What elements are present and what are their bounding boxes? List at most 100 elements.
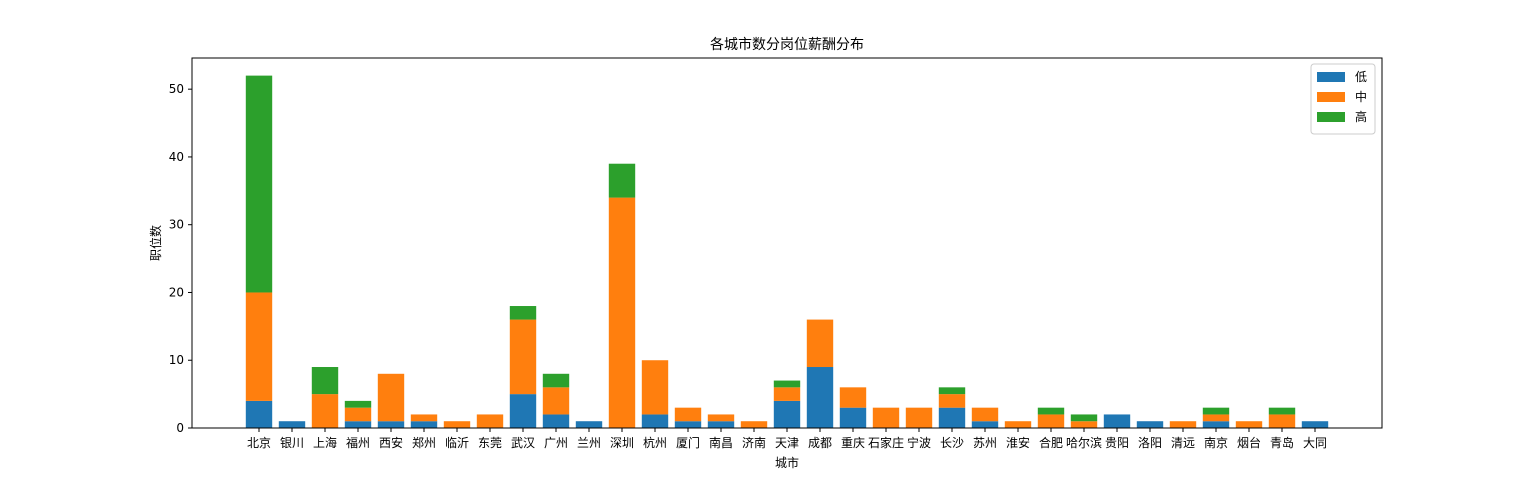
x-tick-label: 南昌 <box>709 435 733 450</box>
bar-高-南京 <box>1202 407 1230 415</box>
x-axis: 北京 银川 上海 福州 西安 郑州 临沂 东莞 武汉 广州 兰州 深圳 杭州 厦门 南昌 济南 天津 成都 重庆 石家… <box>247 428 1327 450</box>
legend-label-高: 高 <box>1355 109 1367 124</box>
bar-高-合肥 <box>1037 407 1065 415</box>
bar-高-深圳 <box>608 163 636 198</box>
x-tick-label: 青岛 <box>1270 435 1294 450</box>
legend: 低中高 <box>1310 63 1376 135</box>
bar-低-南京 <box>1202 421 1230 428</box>
x-tick-label: 哈尔滨 <box>1066 435 1102 450</box>
bar-低-武汉 <box>509 394 537 428</box>
bar-中-深圳 <box>608 197 636 428</box>
bar-中-临沂 <box>443 421 471 428</box>
bar-低-洛阳 <box>1136 421 1164 428</box>
x-tick-label: 临沂 <box>445 436 469 450</box>
bar-低-贵阳 <box>1103 414 1131 428</box>
x-tick-label: 成都 <box>808 436 832 450</box>
bar-中-天津 <box>773 387 801 401</box>
x-tick-label: 济南 <box>742 435 766 450</box>
x-tick-label: 杭州 <box>643 435 667 450</box>
legend-label-中: 中 <box>1355 89 1367 104</box>
y-tick-label: 20 <box>169 285 184 299</box>
legend-swatch-高 <box>1317 112 1345 122</box>
bar-中-苏州 <box>971 407 999 422</box>
x-tick-label: 兰州 <box>577 436 601 450</box>
bar-中-合肥 <box>1037 414 1065 428</box>
x-tick-label: 厦门 <box>676 435 700 450</box>
bar-中-北京 <box>245 292 273 401</box>
x-tick-label: 合肥 <box>1039 435 1063 450</box>
bar-低-兰州 <box>575 421 603 428</box>
bar-中-济南 <box>740 421 768 428</box>
bar-中-成都 <box>806 319 834 368</box>
bar-低-北京 <box>245 400 273 428</box>
legend-swatch-中 <box>1317 92 1345 102</box>
x-tick-label: 西安 <box>379 435 403 450</box>
bar-低-广州 <box>542 414 570 428</box>
bar-低-天津 <box>773 400 801 428</box>
bar-中-石家庄 <box>872 407 900 428</box>
x-tick-label: 淮安 <box>1006 435 1030 450</box>
legend-label-低: 低 <box>1355 70 1367 84</box>
x-tick-label: 上海 <box>313 435 337 450</box>
bar-中-郑州 <box>410 414 438 422</box>
y-axis: 0 10 20 30 40 50 <box>169 82 192 435</box>
bar-低-郑州 <box>410 421 438 428</box>
bar-高-福州 <box>344 400 372 408</box>
x-tick-label: 清远 <box>1171 436 1195 450</box>
bar-高-北京 <box>245 75 273 293</box>
x-tick-label: 南京 <box>1204 435 1228 450</box>
bar-低-杭州 <box>641 414 669 428</box>
y-tick-label: 30 <box>169 218 184 232</box>
y-tick-label: 50 <box>169 82 184 96</box>
bars <box>245 75 1329 428</box>
y-tick-label: 0 <box>176 421 184 435</box>
bar-中-宁波 <box>905 407 933 428</box>
bar-中-福州 <box>344 407 372 422</box>
y-axis-title: 职位数 <box>148 225 163 261</box>
bar-低-福州 <box>344 421 372 428</box>
bar-高-天津 <box>773 380 801 388</box>
bar-高-广州 <box>542 373 570 388</box>
x-tick-label: 大同 <box>1303 436 1327 450</box>
bar-中-重庆 <box>839 387 867 408</box>
bar-低-厦门 <box>674 421 702 428</box>
bar-中-广州 <box>542 387 570 415</box>
bar-低-大同 <box>1301 421 1329 428</box>
bar-中-上海 <box>311 394 339 428</box>
bar-中-淮安 <box>1004 421 1032 428</box>
x-tick-label: 东莞 <box>478 436 502 450</box>
x-tick-label: 重庆 <box>841 436 865 450</box>
bar-高-长沙 <box>938 387 966 395</box>
bar-中-西安 <box>377 373 405 422</box>
x-tick-label: 广州 <box>544 436 568 450</box>
x-tick-label: 长沙 <box>940 436 964 450</box>
y-tick-label: 40 <box>169 150 184 164</box>
bar-中-哈尔滨 <box>1070 421 1098 428</box>
x-tick-label: 洛阳 <box>1138 435 1162 450</box>
plot-frame <box>191 57 1383 429</box>
bar-高-青岛 <box>1268 407 1296 415</box>
x-tick-label: 银川 <box>280 436 304 450</box>
bar-高-武汉 <box>509 306 537 320</box>
x-tick-label: 苏州 <box>973 436 997 450</box>
x-axis-title: 城市 <box>775 455 799 470</box>
x-tick-label: 福州 <box>346 435 370 450</box>
bar-低-重庆 <box>839 407 867 428</box>
bar-高-哈尔滨 <box>1070 414 1098 422</box>
x-tick-label: 深圳 <box>610 436 634 450</box>
x-tick-label: 郑州 <box>412 435 436 450</box>
bar-低-苏州 <box>971 421 999 428</box>
bar-低-银川 <box>278 421 306 428</box>
bar-中-南京 <box>1202 414 1230 422</box>
bar-低-南昌 <box>707 421 735 428</box>
x-tick-label: 北京 <box>247 436 271 450</box>
bar-低-成都 <box>806 367 834 428</box>
bar-中-青岛 <box>1268 414 1296 428</box>
x-tick-label: 贵阳 <box>1105 436 1129 450</box>
bar-中-清远 <box>1169 421 1197 428</box>
x-tick-label: 石家庄 <box>868 435 904 450</box>
bar-中-东莞 <box>476 414 504 428</box>
x-tick-label: 武汉 <box>511 436 535 450</box>
y-tick-label: 10 <box>169 353 184 367</box>
